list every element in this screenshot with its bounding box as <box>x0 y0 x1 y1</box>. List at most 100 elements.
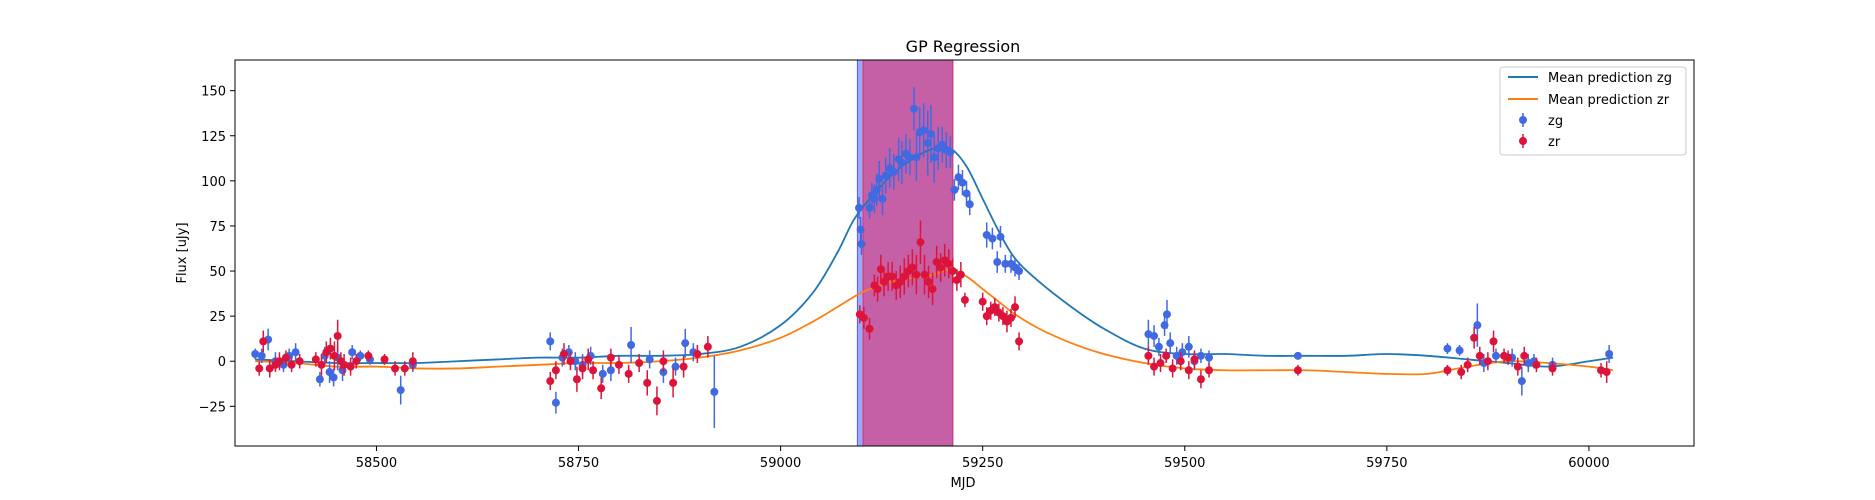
data-point-zr <box>960 292 969 308</box>
data-point-zr <box>912 254 921 295</box>
data-point-zr <box>1483 352 1492 371</box>
y-tick-label: 100 <box>201 175 226 190</box>
data-point-zr <box>606 348 615 367</box>
shaded-band-zr <box>862 59 954 447</box>
data-point-zg <box>950 179 959 201</box>
data-point-zg <box>251 348 260 360</box>
y-axis-label: Flux [uJy] <box>175 222 190 283</box>
data-point-zr <box>1513 357 1522 376</box>
data-point-zr <box>352 354 361 369</box>
data-point-zr <box>1205 363 1214 378</box>
data-point-zg <box>930 132 939 183</box>
data-point-zr <box>876 254 885 284</box>
data-point-zg <box>681 328 690 358</box>
data-point-zr <box>888 262 897 291</box>
data-point-zg <box>551 391 560 414</box>
data-point-zg <box>1154 337 1163 356</box>
data-point-zr <box>326 337 335 360</box>
legend-swatch-zg-points <box>1519 113 1527 127</box>
data-point-zr <box>908 249 917 286</box>
data-point-zg <box>1443 343 1452 355</box>
data-point-zr <box>584 348 593 371</box>
y-tick-label: −25 <box>199 400 226 415</box>
data-point-zr <box>928 272 937 306</box>
data-point-zr <box>566 352 575 371</box>
data-point-zr <box>311 352 320 367</box>
data-point-zg <box>710 355 719 428</box>
data-point-zg <box>645 350 654 369</box>
data-point-zg <box>965 193 974 216</box>
plot-frame <box>234 59 1695 447</box>
data-point-zg <box>923 110 932 176</box>
data-point-zg <box>878 182 887 216</box>
data-point-zr <box>956 262 965 288</box>
data-point-zg <box>919 103 928 158</box>
data-point-zg <box>257 348 266 364</box>
data-point-zg <box>1166 332 1175 355</box>
data-point-zr <box>1293 364 1302 376</box>
x-tick-label: 60000 <box>1568 456 1609 471</box>
data-point-zr <box>652 386 661 416</box>
data-point-zg <box>1150 325 1159 347</box>
data-point-zg <box>926 105 935 163</box>
data-point-zg <box>291 343 300 362</box>
data-point-zr <box>1168 359 1177 378</box>
data-point-zr <box>669 368 678 398</box>
data-point-zr <box>1520 346 1529 365</box>
data-point-zg <box>996 225 1005 248</box>
data-point-zr <box>340 354 349 376</box>
y-tick-label: 25 <box>209 310 226 325</box>
legend-label-zr-points: zr <box>1548 135 1561 150</box>
data-point-zg <box>1455 344 1464 356</box>
data-point-zr <box>281 350 290 365</box>
data-point-zr <box>1011 296 1020 318</box>
data-point-zg <box>1196 348 1205 364</box>
data-point-zg <box>958 170 967 196</box>
data-points <box>251 87 1614 428</box>
data-point-zr <box>1602 361 1611 383</box>
y-tick-label: 75 <box>209 220 226 235</box>
data-point-zr <box>865 317 874 340</box>
data-point-zr <box>624 364 633 383</box>
data-point-zr <box>920 254 929 295</box>
data-point-zg <box>881 157 890 194</box>
data-point-zg <box>988 227 997 250</box>
data-point-zr <box>275 352 284 371</box>
x-tick-label: 59500 <box>1164 456 1205 471</box>
legend-label-zr-line: Mean prediction zr <box>1548 93 1670 108</box>
data-point-zr <box>1475 346 1484 365</box>
data-point-zg <box>1015 262 1024 281</box>
data-point-zr <box>1548 361 1557 376</box>
data-point-zr <box>1184 361 1193 380</box>
data-point-zr <box>346 357 355 376</box>
data-point-zg <box>962 180 971 207</box>
data-point-zr <box>1463 357 1472 373</box>
data-point-zg <box>982 222 991 248</box>
data-point-zr <box>1532 357 1541 373</box>
data-point-zr <box>693 344 702 364</box>
data-point-zr <box>1489 330 1498 353</box>
x-tick-label: 59250 <box>962 456 1003 471</box>
data-point-zg <box>348 344 357 360</box>
data-point-zg <box>889 153 898 190</box>
data-point-zr <box>916 220 925 264</box>
data-point-zg <box>1605 344 1614 364</box>
legend-box <box>1499 66 1687 156</box>
data-point-zr <box>597 377 606 400</box>
data-point-zg <box>855 197 864 219</box>
data-point-zr <box>948 258 957 284</box>
data-point-zr <box>1457 364 1466 380</box>
data-point-zr <box>1150 357 1159 376</box>
data-point-zr <box>614 355 623 374</box>
data-point-zr <box>391 361 400 376</box>
data-point-zg <box>857 233 866 255</box>
data-point-zr <box>364 350 373 362</box>
data-point-zr <box>1006 308 1015 327</box>
data-point-zg <box>1001 254 1010 273</box>
data-point-zr <box>944 249 953 279</box>
data-point-zg <box>329 368 338 387</box>
chart-title: GP Regression <box>906 37 1021 56</box>
data-point-zg <box>1205 350 1214 365</box>
data-point-zr <box>408 352 417 371</box>
